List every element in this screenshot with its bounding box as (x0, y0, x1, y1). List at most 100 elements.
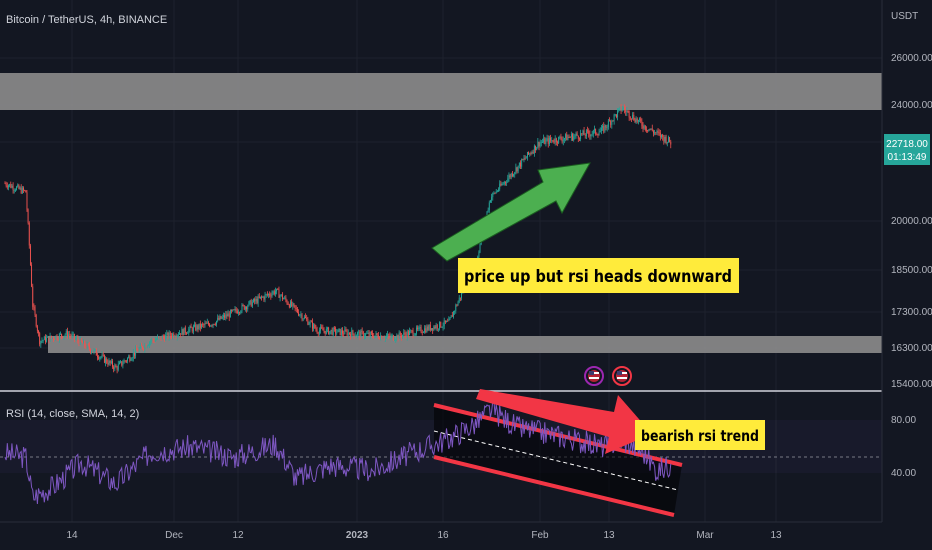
candle-body (135, 348, 137, 356)
candle-body (492, 193, 494, 198)
candle-body (520, 162, 521, 167)
candle-body (612, 120, 614, 122)
candle-body (478, 252, 480, 257)
candle-body (421, 332, 423, 334)
time-tick-label: 14 (66, 530, 78, 541)
green-arrow[interactable] (431, 162, 591, 262)
candle-body (149, 342, 150, 346)
candle-body (184, 327, 186, 333)
candle-body (388, 334, 390, 336)
candle-body (227, 313, 229, 317)
candle-body (147, 345, 149, 347)
candle-body (327, 327, 328, 329)
candle-body (560, 136, 562, 140)
rsi-title[interactable]: RSI (14, close, SMA, 14, 2) (6, 408, 139, 420)
candle-body (305, 316, 306, 318)
candle-body (229, 310, 231, 318)
candle-body (323, 330, 325, 332)
candle-body (578, 138, 580, 140)
candle-body (420, 327, 422, 333)
candle-body (375, 333, 377, 336)
candle-body (632, 114, 634, 119)
candle-body (312, 321, 313, 329)
candle-body (168, 332, 170, 338)
rsi-note-box[interactable] (635, 420, 765, 450)
candle-body (318, 330, 320, 334)
support-zone (48, 336, 882, 353)
candle-body (580, 133, 582, 139)
candle-body (621, 108, 623, 111)
candle-body (97, 355, 98, 358)
candle-body (387, 334, 389, 336)
candle-body (25, 190, 27, 193)
red-arrow[interactable] (476, 389, 652, 454)
candle-body (27, 209, 29, 223)
candle-body (218, 317, 220, 320)
candle-body (173, 333, 175, 338)
candle-body (649, 129, 651, 131)
candle-body (658, 132, 660, 134)
candle-body (377, 335, 379, 339)
candle-body (455, 305, 457, 312)
candle-body (328, 327, 330, 335)
candle-body (197, 325, 199, 329)
candle-body (432, 328, 434, 331)
candle-body (647, 129, 649, 131)
candle-body (451, 315, 453, 317)
candle-body (488, 202, 490, 210)
candle-body (491, 197, 493, 201)
candle-body (92, 351, 94, 353)
candle-body (86, 343, 88, 348)
candle-body (29, 245, 31, 265)
candle-body (207, 322, 209, 325)
candle-body (155, 339, 157, 340)
candle-body (223, 315, 224, 317)
candle-body (457, 301, 459, 306)
candle-body (102, 354, 104, 356)
candle-body (337, 329, 339, 333)
price-note-box[interactable] (458, 258, 739, 293)
candle-body (322, 328, 324, 331)
candle-body (256, 298, 258, 304)
candle-body (626, 110, 628, 113)
resistance-zone (0, 73, 882, 110)
candle-body (146, 345, 148, 348)
candle-body (220, 316, 222, 319)
candle-body (324, 330, 326, 334)
candle-body (32, 286, 34, 307)
candle-body (116, 367, 118, 370)
candle-body (35, 314, 37, 327)
symbol-title[interactable]: Bitcoin / TetherUS, 4h, BINANCE (6, 14, 167, 26)
candle-body (648, 129, 650, 131)
candle-body (627, 110, 629, 112)
candle-body (298, 312, 300, 316)
candle-body (6, 185, 8, 188)
candle-body (581, 133, 583, 135)
candle-body (17, 185, 19, 187)
time-axis[interactable]: 14 Dec 12 2023 16 Feb 13 Mar 13 (0, 521, 882, 541)
time-tick-label: Mar (696, 530, 714, 541)
candle-body (358, 331, 360, 333)
us-flag-icon[interactable] (612, 366, 632, 386)
candle-body (325, 328, 327, 334)
price-scale[interactable]: USDT 26000.00 24000.00 20000.00 18500.00 173… (881, 0, 932, 550)
candle-body (628, 111, 630, 118)
candle-body (607, 120, 609, 128)
candle-body (101, 354, 103, 357)
candle-body (348, 332, 350, 335)
candle-body (11, 185, 13, 188)
candle-body (410, 330, 412, 332)
candle-body (449, 317, 451, 320)
us-flag-icon[interactable] (584, 366, 604, 386)
candle-body (84, 341, 86, 346)
candle-body (335, 328, 337, 334)
candle-body (54, 339, 56, 340)
candle-body (279, 295, 281, 298)
candle-body (567, 137, 569, 141)
rsi-panel (0, 400, 882, 517)
candle-body (617, 110, 619, 117)
candle-body (426, 326, 428, 333)
candle-body (63, 335, 65, 338)
candle-body (523, 158, 525, 160)
